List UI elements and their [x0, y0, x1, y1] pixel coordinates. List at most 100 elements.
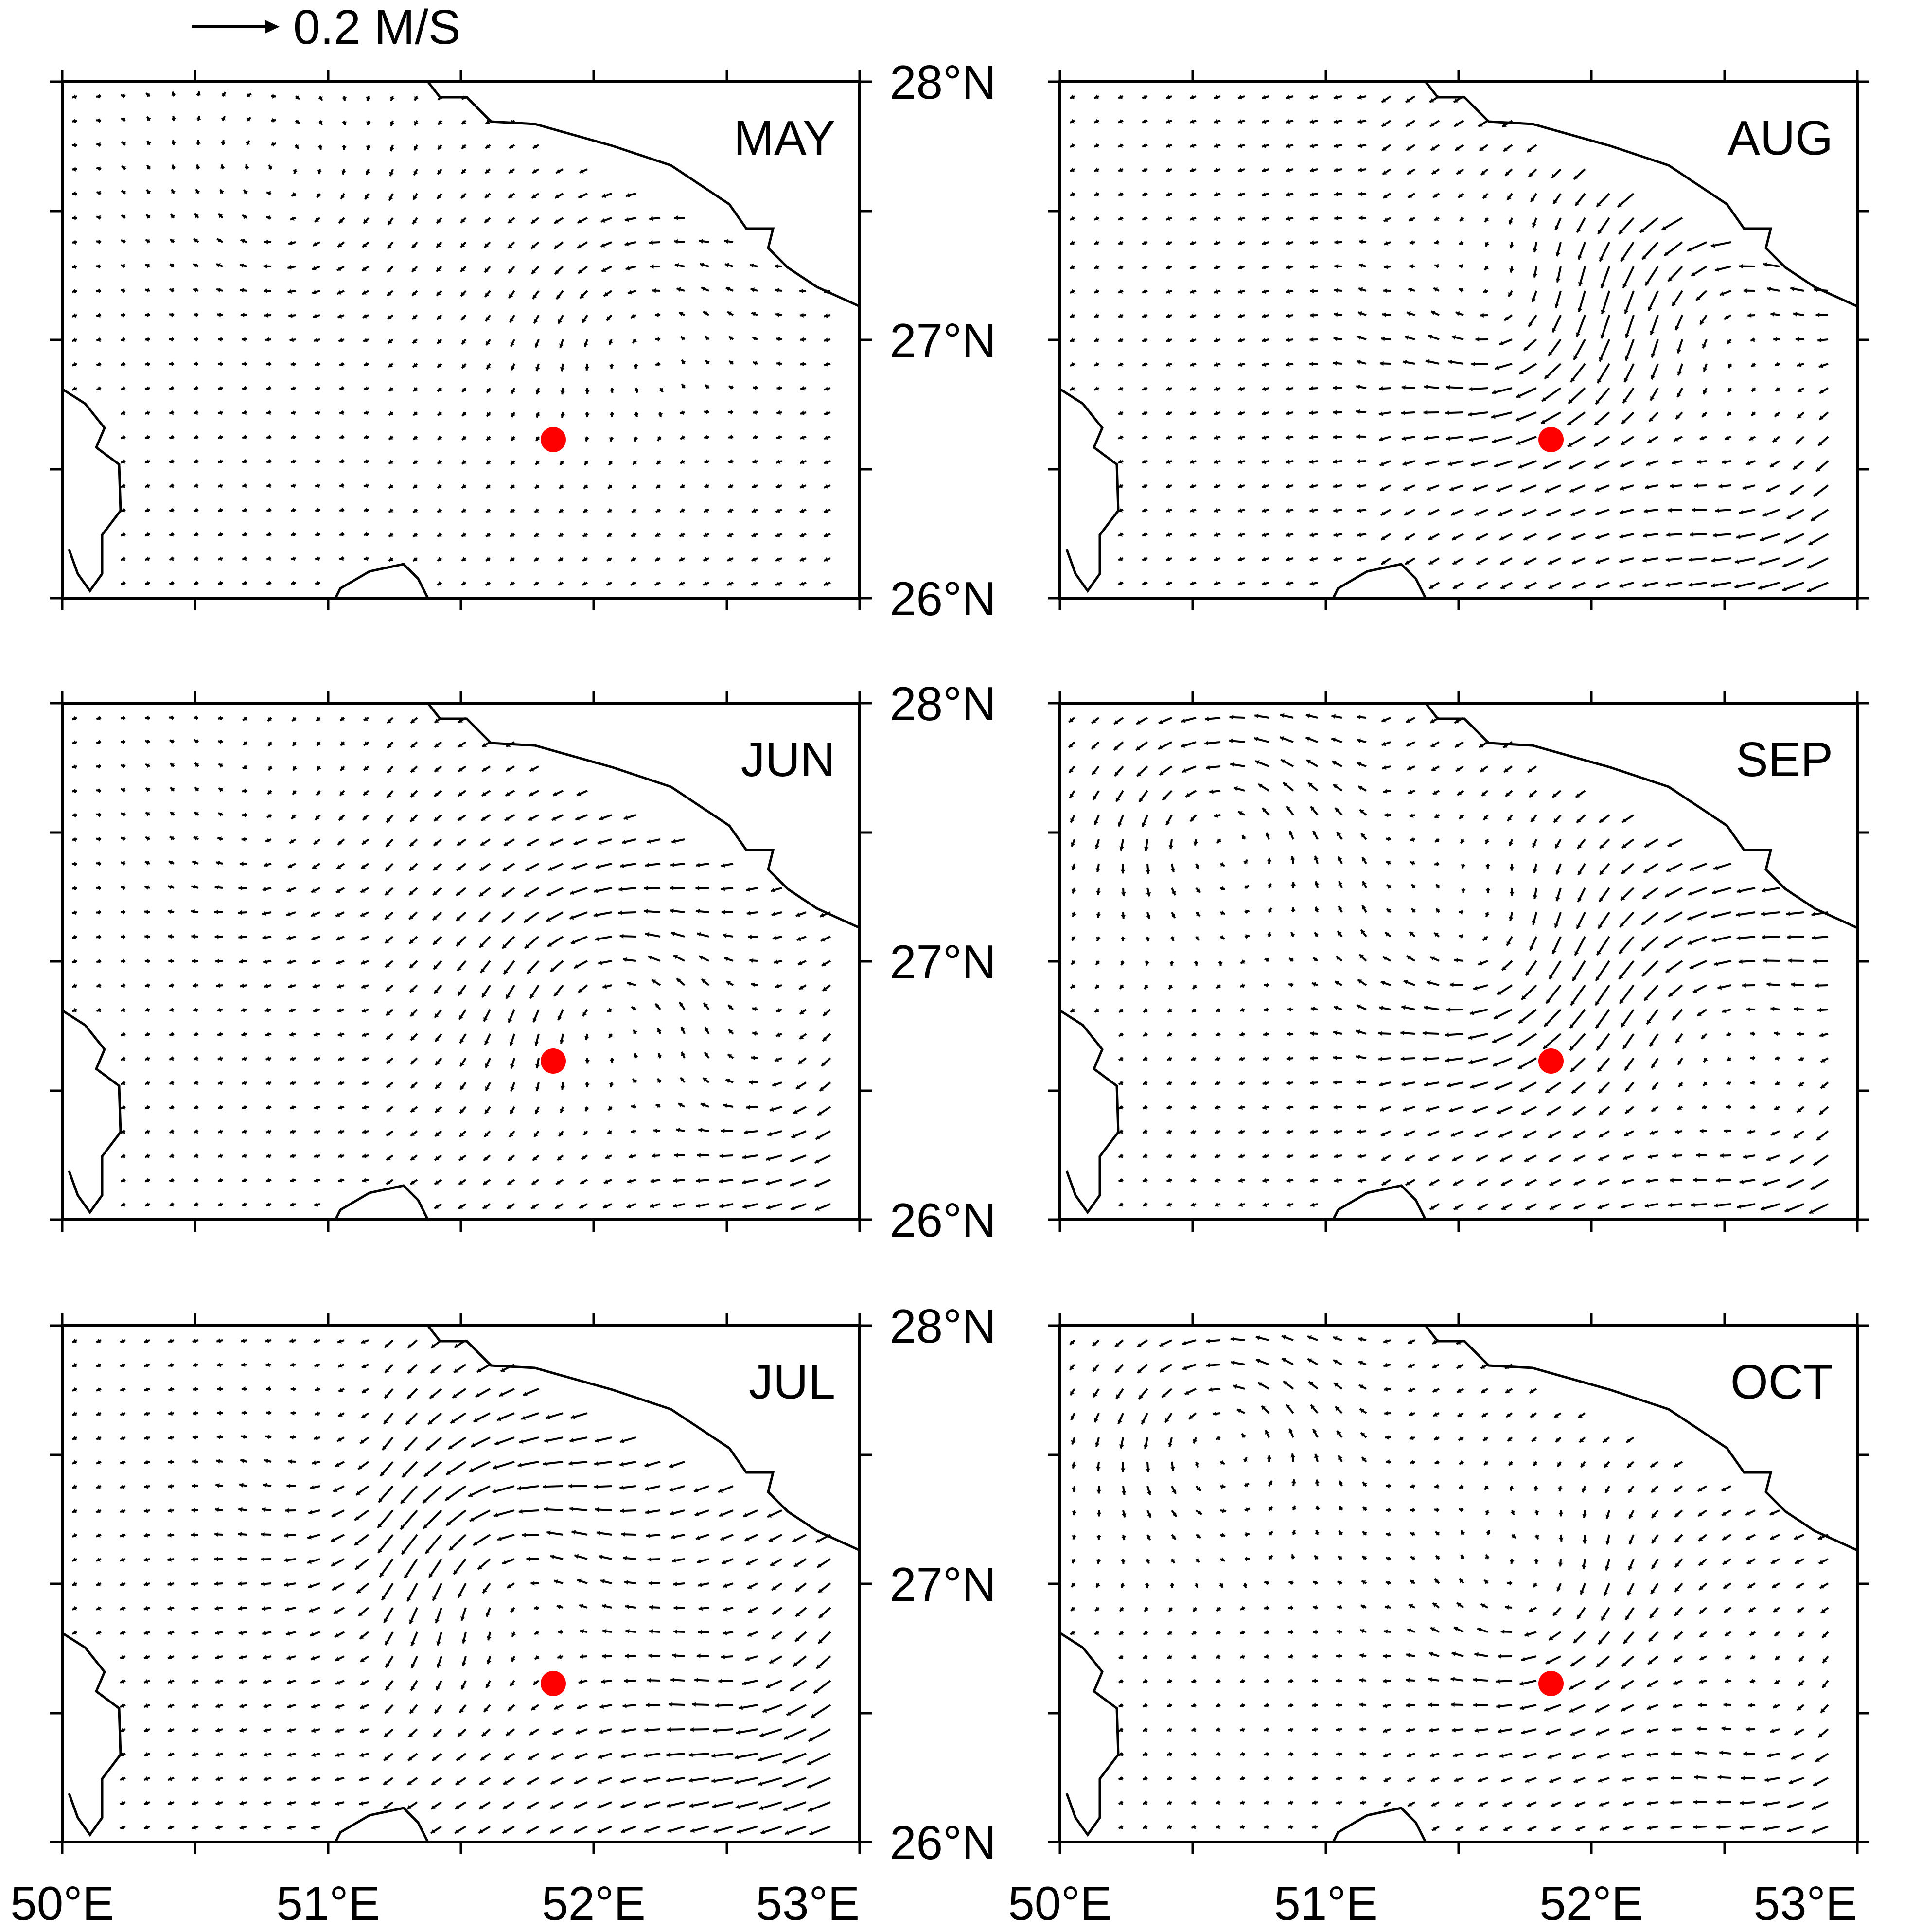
current-vector-head	[1192, 1008, 1197, 1012]
current-vector-head	[1166, 1105, 1171, 1110]
current-vector-head	[433, 841, 438, 846]
current-vector-head	[437, 460, 442, 464]
current-vector-head	[1166, 508, 1171, 513]
current-vector-head	[168, 1752, 173, 1757]
current-vector-head	[1811, 1186, 1815, 1190]
current-vector-head	[1702, 1104, 1706, 1110]
current-vector-head	[461, 316, 466, 320]
current-vector-head	[766, 1205, 771, 1210]
current-vector-head	[1333, 434, 1337, 440]
current-vector-head	[215, 1703, 220, 1708]
current-vector-head	[553, 792, 558, 796]
current-vector-head	[1714, 1203, 1718, 1208]
current-vector-head	[609, 389, 615, 393]
current-vector-head	[1619, 949, 1623, 954]
current-vector-head	[168, 934, 172, 939]
panel-title: MAY	[734, 111, 835, 165]
current-vector-head	[96, 764, 100, 769]
current-vector-head	[1280, 736, 1285, 741]
current-vector-head	[410, 1156, 415, 1160]
current-vector-head	[1190, 240, 1195, 246]
current-vector-head	[1571, 535, 1576, 540]
current-vector-head	[288, 240, 293, 246]
current-vector-head	[120, 1387, 125, 1392]
current-vector-head	[145, 1081, 150, 1085]
current-vector-head	[1238, 1178, 1243, 1183]
current-vector-head	[220, 140, 226, 144]
current-vector-head	[485, 1109, 489, 1114]
current-vector-head	[1310, 1031, 1314, 1036]
current-vector-head	[1170, 937, 1175, 941]
current-vector-head	[600, 218, 605, 223]
current-vector-head	[410, 768, 415, 773]
current-vector-head	[577, 791, 582, 796]
current-vector-head	[1142, 337, 1147, 342]
current-vector-head	[531, 219, 536, 224]
current-vector	[1573, 339, 1586, 361]
current-vector-head	[1746, 461, 1751, 465]
current-vector-head	[1338, 931, 1342, 936]
current-vector-head	[1568, 399, 1573, 404]
current-vector-head	[1070, 192, 1075, 196]
current-vector-head	[293, 170, 298, 174]
current-vector-head	[143, 1557, 148, 1562]
current-vector-head	[458, 743, 463, 747]
current-vector-head	[216, 1338, 221, 1343]
current-vector-head	[458, 991, 462, 996]
current-vector-head	[1670, 483, 1674, 489]
current-vector-head	[1357, 738, 1361, 743]
current-vector-head	[1357, 1153, 1362, 1159]
current-vector-head	[1453, 1181, 1458, 1186]
current-vector-head	[510, 1064, 515, 1069]
current-vector-head	[1191, 1056, 1196, 1061]
current-vector-head	[291, 386, 295, 391]
current-vector-head	[242, 1081, 247, 1085]
current-vector-head	[1525, 1205, 1530, 1210]
current-vector-head	[317, 170, 322, 174]
current-vector-head	[167, 1532, 172, 1538]
current-vector-head	[510, 1109, 514, 1114]
current-vector-head	[1521, 995, 1526, 1000]
current-vector-head	[824, 435, 828, 440]
current-vector-head	[1509, 867, 1515, 871]
current-vector-head	[534, 508, 539, 513]
current-vector-head	[1644, 843, 1649, 848]
current-vector-head	[1471, 361, 1475, 367]
current-vector-head	[193, 1411, 197, 1416]
current-vector-head	[1403, 1107, 1408, 1112]
current-vector-head	[1240, 983, 1245, 988]
current-vector-head	[1407, 311, 1411, 316]
current-vector-head	[1095, 984, 1100, 989]
current-vector-head	[287, 265, 292, 270]
current-vector-head	[1620, 486, 1624, 491]
current-vector-head	[1621, 1204, 1626, 1209]
current-vector-head	[460, 1085, 465, 1090]
current-vector-head	[1357, 762, 1362, 767]
current-vector-head	[1190, 94, 1195, 100]
current-vector-head	[1333, 1105, 1338, 1110]
current-vector-head	[1577, 844, 1582, 849]
current-vector-head	[483, 1017, 488, 1022]
current-vector-head	[264, 983, 268, 989]
current-vector-head	[1314, 932, 1319, 937]
current-vector-head	[1642, 583, 1647, 588]
current-vector-head	[485, 1063, 490, 1068]
current-vector-head	[145, 361, 149, 367]
current-vector-head	[436, 291, 441, 296]
current-vector-head	[1625, 1087, 1630, 1092]
current-vector	[1808, 533, 1829, 546]
current-vector-head	[1190, 362, 1195, 367]
current-vector-head	[144, 1679, 148, 1684]
current-vector-head	[1646, 461, 1651, 466]
current-vector-head	[1545, 1088, 1550, 1093]
current-vector-head	[1118, 386, 1123, 391]
current-vector-head	[1357, 335, 1362, 340]
current-vector-head	[96, 191, 101, 195]
current-vector-head	[266, 580, 271, 585]
current-vector-head	[413, 411, 418, 415]
current-vector-head	[655, 1003, 660, 1008]
current-vector-head	[317, 766, 321, 771]
current-vector-head	[362, 243, 367, 248]
current-vector-head	[435, 1084, 440, 1089]
current-vector-head	[435, 1156, 440, 1160]
